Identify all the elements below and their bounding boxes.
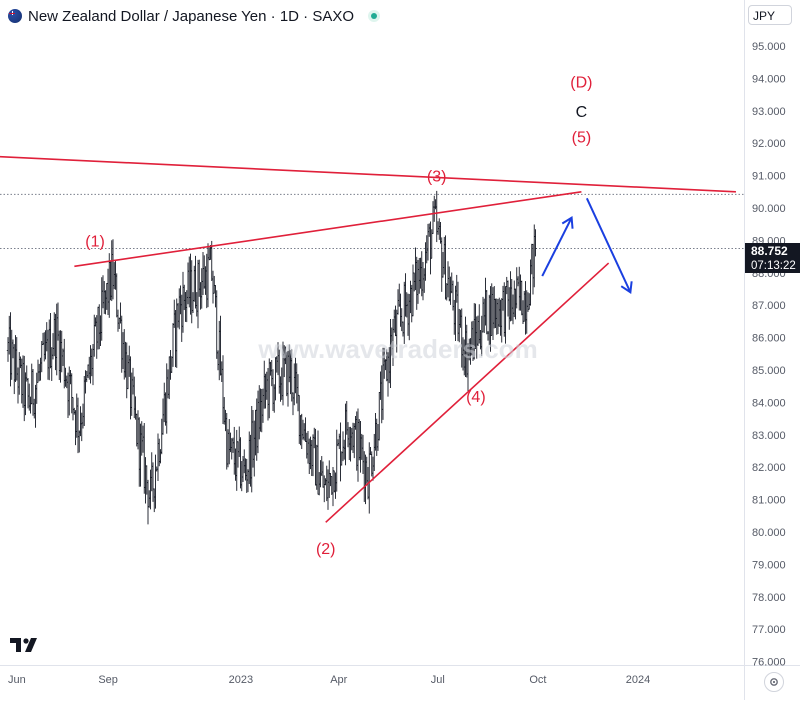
y-tick-label: 86.000 — [752, 333, 786, 345]
y-tick-label: 84.000 — [752, 397, 786, 409]
x-tick-label: Apr — [330, 674, 347, 686]
wave-label: (5) — [572, 130, 592, 147]
projection-arrow-2 — [585, 197, 633, 294]
y-tick-label: 92.000 — [752, 138, 786, 150]
arrow-head — [620, 281, 633, 294]
projection-arrow-1 — [541, 216, 574, 277]
y-tick-label: 78.000 — [752, 592, 786, 604]
price-bars — [6, 190, 537, 525]
market-status-icon — [368, 10, 381, 22]
y-tick-label: 81.000 — [752, 495, 786, 507]
watermark: www.wavetraders.com — [257, 334, 537, 364]
chart-header: New Zealand Dollar / Japanese Yen · 1D ·… — [8, 5, 381, 27]
tradingview-logo-icon[interactable] — [10, 636, 42, 654]
y-axis: 95.00094.00093.00092.00091.00090.00089.0… — [752, 41, 786, 669]
y-tick-label: 76.000 — [752, 657, 786, 669]
x-tick-label: Oct — [529, 674, 546, 686]
trendline-upper-resistance — [0, 155, 736, 193]
trendline-wave-b-line — [74, 191, 582, 268]
nzd-flag-icon — [8, 9, 22, 23]
y-tick-label: 77.000 — [752, 624, 786, 636]
wave-label: (1) — [85, 233, 105, 250]
wave-label: (4) — [466, 389, 486, 406]
y-tick-label: 83.000 — [752, 430, 786, 442]
gear-icon[interactable] — [764, 672, 784, 692]
x-tick-label: Sep — [98, 674, 118, 686]
trendlines — [0, 155, 736, 523]
bar-countdown-label: 07:13:22 — [745, 259, 800, 273]
arrow-shaft — [585, 197, 632, 293]
trendline-lower-support — [325, 262, 610, 523]
y-tick-label: 87.000 — [752, 300, 786, 312]
symbol-title[interactable]: New Zealand Dollar / Japanese Yen · 1D ·… — [28, 7, 355, 25]
y-tick-label: 82.000 — [752, 462, 786, 474]
y-tick-label: 85.000 — [752, 365, 786, 377]
projection-arrows — [541, 197, 633, 294]
ohlc-bar — [534, 229, 537, 257]
arrow-head — [561, 216, 574, 229]
x-axis: Jun Sep 2023 Apr Jul Oct 2024 — [8, 674, 650, 686]
x-tick-label: 2023 — [229, 674, 253, 686]
x-tick-label: Jul — [431, 674, 445, 686]
wave-label: (D) — [570, 75, 592, 92]
x-tick-label: 2024 — [626, 674, 650, 686]
last-price-label: 88.752 — [745, 243, 800, 259]
y-tick-label: 93.000 — [752, 106, 786, 118]
x-tick-label: Jun — [8, 674, 26, 686]
y-tick-label: 91.000 — [752, 171, 786, 183]
y-tick-label: 79.000 — [752, 559, 786, 571]
currency-selector[interactable]: JPY — [748, 5, 792, 25]
y-tick-label: 90.000 — [752, 203, 786, 215]
y-tick-label: 80.000 — [752, 527, 786, 539]
y-tick-label: 95.000 — [752, 41, 786, 53]
horizontal-levels — [0, 193, 744, 249]
arrow-shaft — [541, 217, 573, 277]
wave-labels: (1) (2) (3) (4) (5) C (D) — [85, 75, 592, 559]
wave-label: (3) — [427, 169, 447, 186]
wave-label: C — [576, 104, 588, 121]
wave-label: (2) — [316, 541, 336, 558]
y-tick-label: 94.000 — [752, 73, 786, 85]
